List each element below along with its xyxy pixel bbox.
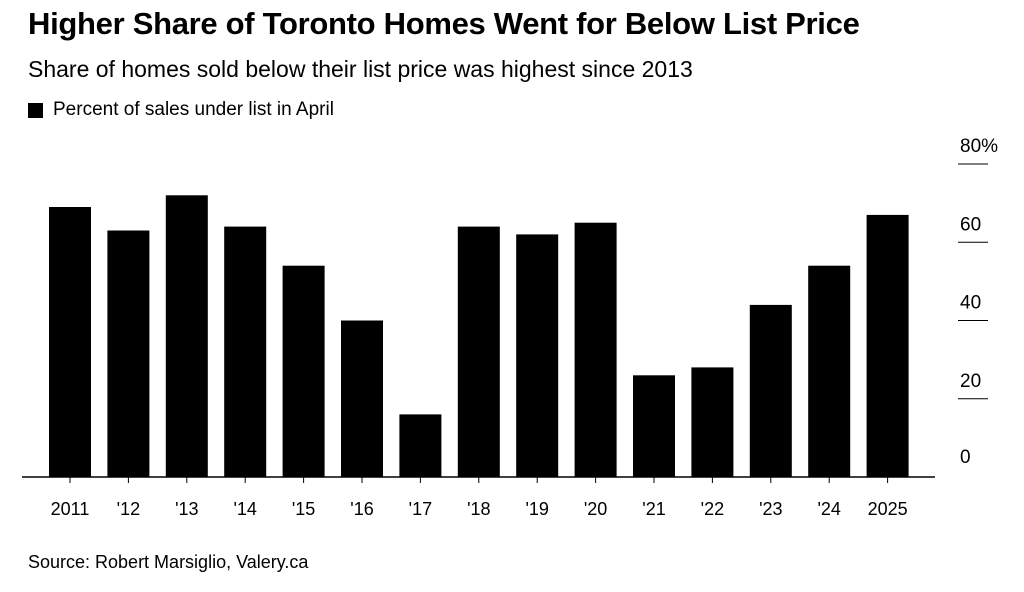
bar-13 — [808, 265, 851, 477]
x-tick-label-7: '18 — [467, 499, 490, 519]
x-tick-label-5: '16 — [350, 499, 373, 519]
bar-5 — [341, 320, 383, 477]
legend-label: Percent of sales under list in April — [53, 99, 334, 120]
y-tick-label-3: 60 — [960, 214, 981, 235]
x-tick-label-9: '20 — [584, 499, 607, 519]
bar-6 — [399, 414, 442, 477]
legend: Percent of sales under list in April — [28, 99, 334, 121]
bar-12 — [749, 304, 792, 477]
bar-14 — [866, 214, 909, 477]
chart-subtitle: Share of homes sold below their list pri… — [28, 56, 693, 82]
x-tick-label-2: '13 — [175, 499, 198, 519]
chart-title: Higher Share of Toronto Homes Went for B… — [28, 6, 860, 41]
x-tick-label-4: '15 — [292, 499, 315, 519]
x-tick-label-3: '14 — [233, 499, 256, 519]
x-tick-label-14: 2025 — [868, 499, 908, 519]
bar-0 — [49, 207, 91, 477]
bar-10 — [633, 375, 675, 477]
bar-2 — [165, 195, 208, 478]
x-tick-label-13: '24 — [817, 499, 840, 519]
bar-11 — [691, 367, 734, 477]
x-tick-label-0: 2011 — [51, 499, 90, 519]
x-tick-label-12: '23 — [759, 499, 782, 519]
bar-9 — [574, 222, 617, 477]
x-tick-label-8: '19 — [525, 499, 548, 519]
y-tick-label-1: 20 — [960, 371, 981, 392]
bar-7 — [457, 226, 500, 477]
x-tick-label-6: '17 — [409, 499, 432, 519]
y-tick-label-4: 80% — [960, 136, 998, 157]
x-tick-label-10: '21 — [642, 499, 665, 519]
source-note: Source: Robert Marsiglio, Valery.ca — [28, 552, 309, 572]
legend-swatch — [28, 102, 43, 118]
bar-3 — [224, 226, 267, 477]
y-tick-label-2: 40 — [960, 293, 981, 314]
x-tick-label-11: '22 — [701, 499, 724, 519]
y-tick-label-0: 0 — [960, 447, 971, 468]
bar-4 — [282, 265, 325, 477]
bar-1 — [107, 230, 150, 477]
x-tick-label-1: '12 — [117, 499, 140, 519]
bar-8 — [516, 234, 559, 477]
